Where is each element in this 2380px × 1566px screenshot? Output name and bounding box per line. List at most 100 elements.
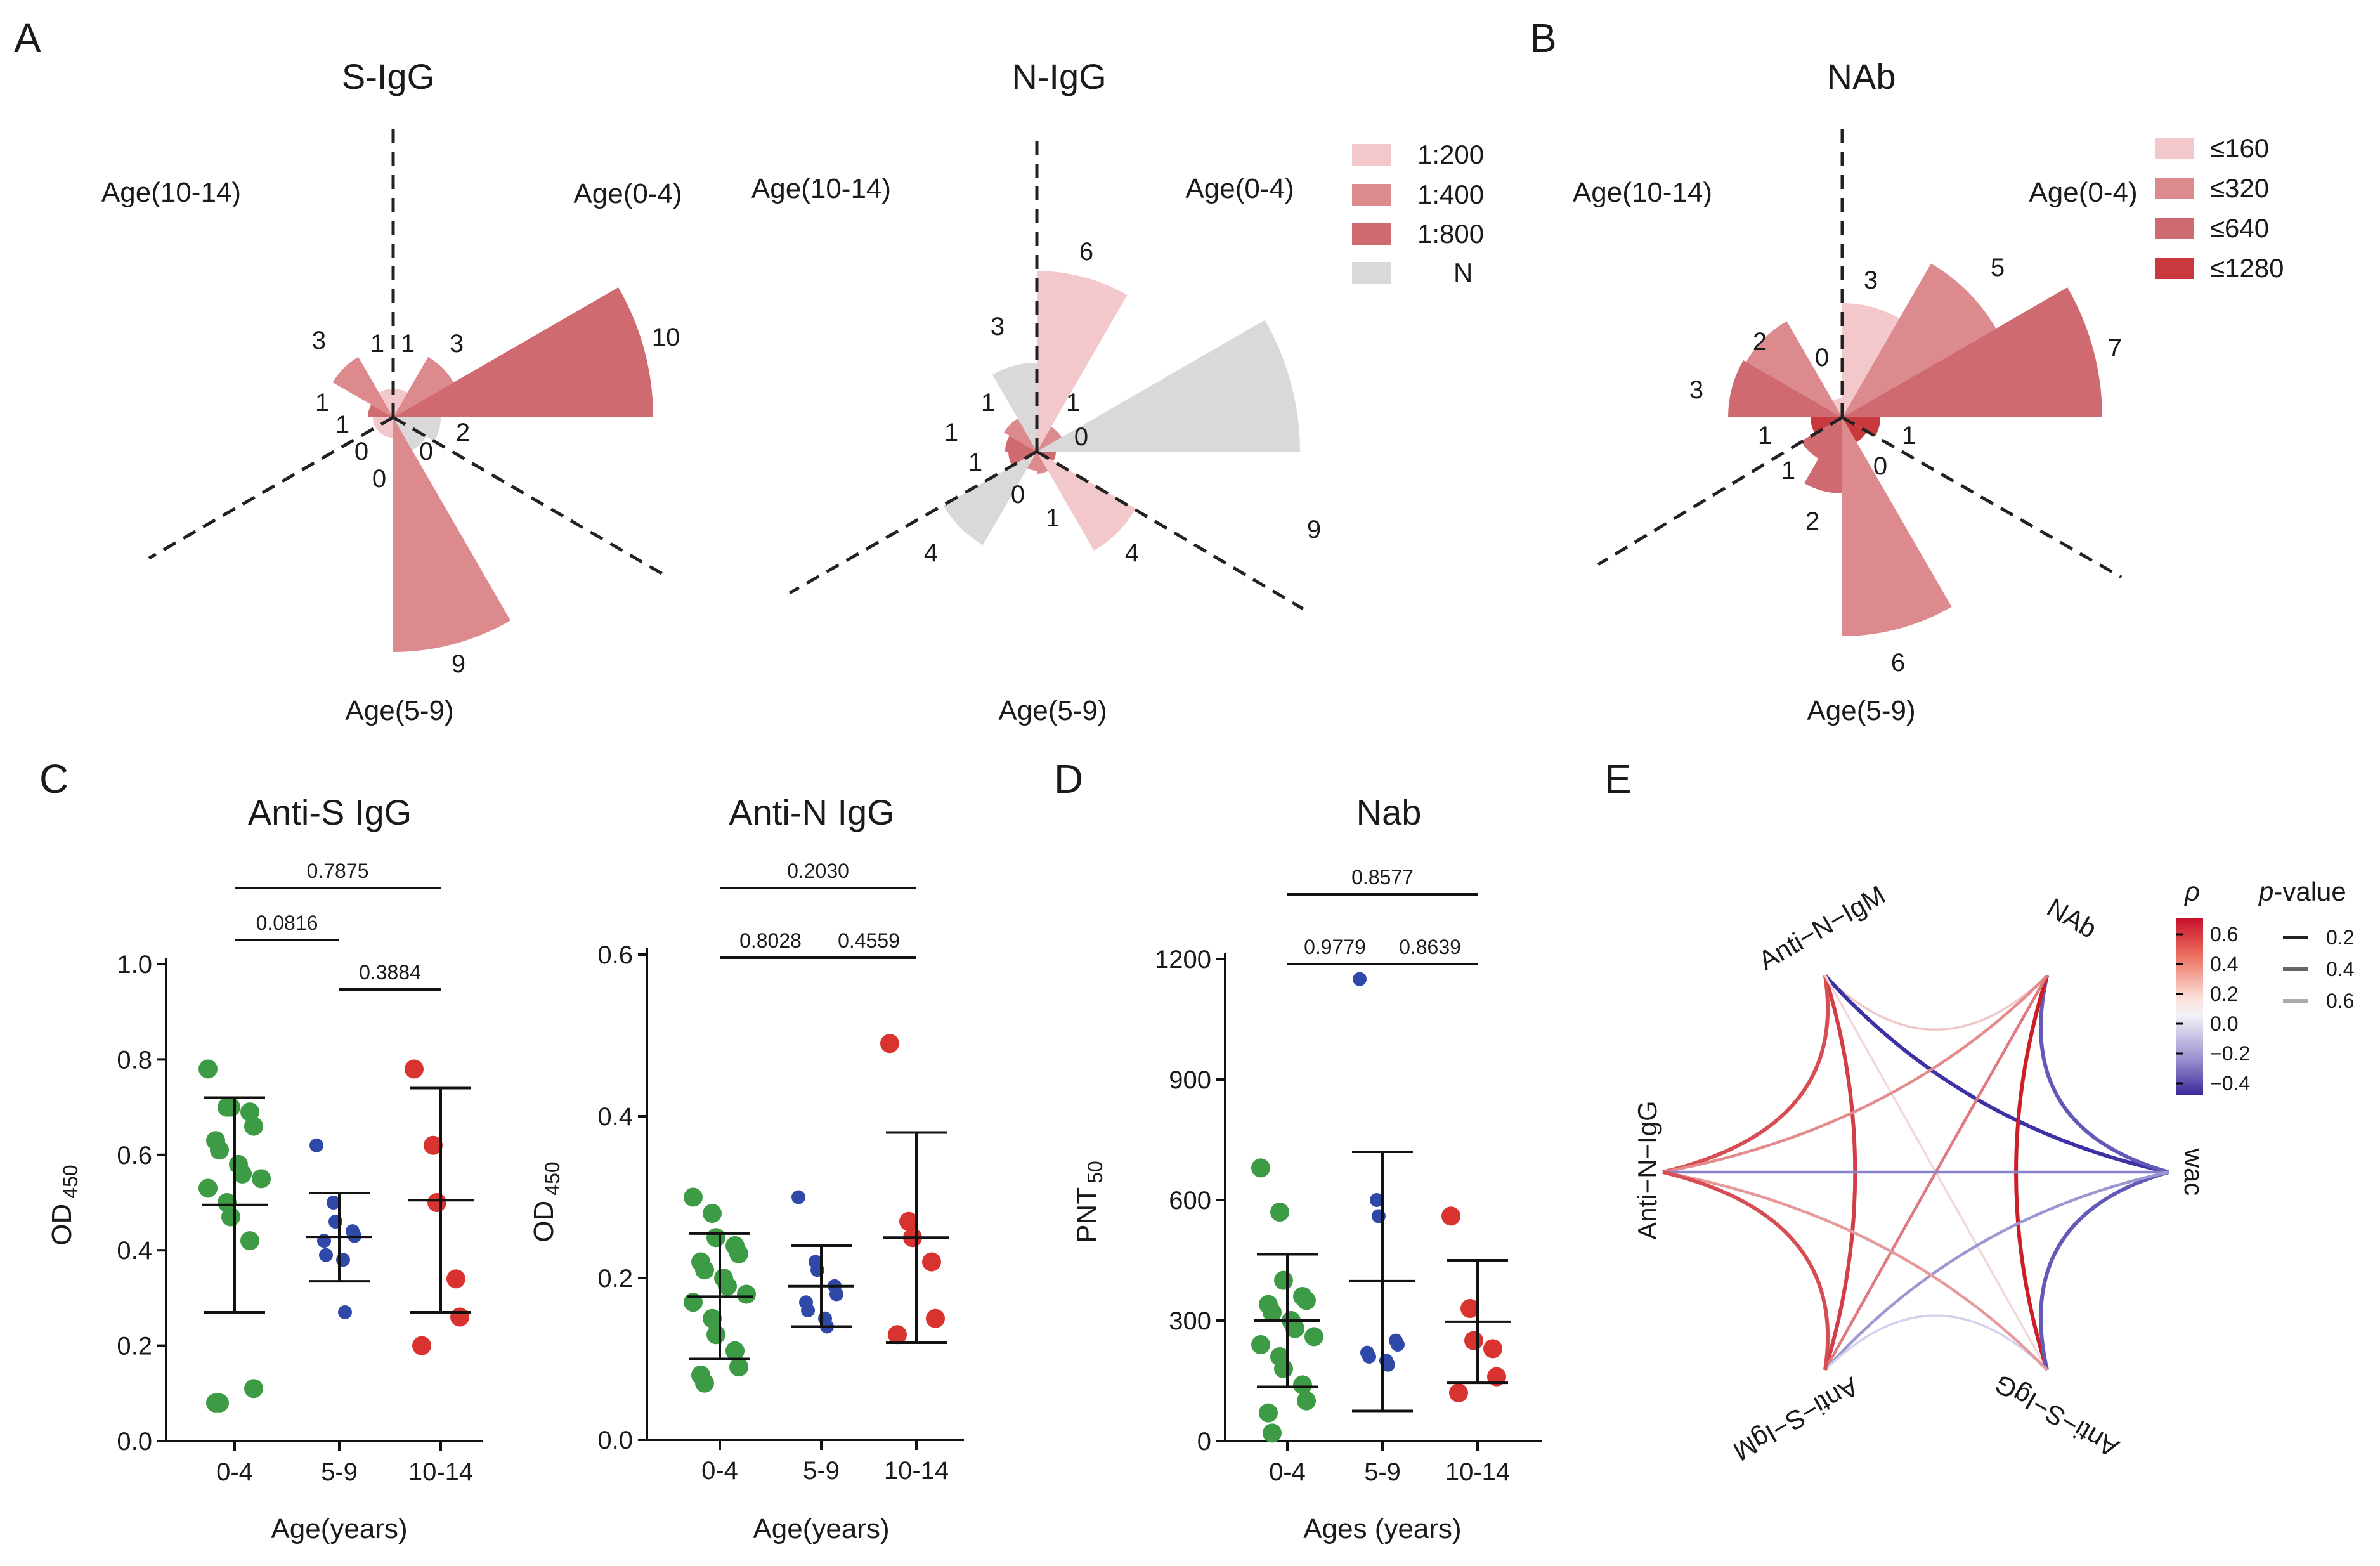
count-label: 1: [981, 389, 995, 417]
y-tick-label: 0.8: [117, 1046, 152, 1074]
count-label: 1: [1902, 422, 1916, 450]
legend-label: 1:400: [1417, 179, 1484, 209]
count-label: 3: [312, 327, 326, 355]
x-axis-title: Age(years): [271, 1513, 407, 1544]
radial-bar: [393, 389, 408, 417]
axis-line: [1036, 450, 1304, 611]
data-point: [198, 1178, 218, 1198]
colorbar-tick-label: 0.2: [2210, 982, 2238, 1005]
correlation-edge: [1662, 974, 2048, 1174]
chart-title: Nab: [1356, 792, 1422, 832]
p-value-label: 0.3884: [359, 961, 421, 984]
x-tick-label: 0-4: [1269, 1458, 1306, 1486]
data-point: [1293, 1375, 1312, 1395]
data-point: [446, 1269, 465, 1289]
count-label: 7: [2108, 334, 2122, 362]
data-point: [233, 1164, 252, 1184]
correlation-edge: [1662, 1170, 1830, 1371]
data-point: [1297, 1291, 1316, 1310]
p-value-label: 0.7875: [307, 859, 369, 882]
y-axis-title: PNT50: [1071, 1161, 1107, 1243]
correlation-edge: [1662, 1170, 2048, 1371]
radial-bar: [383, 417, 393, 438]
legend-swatch: [2155, 178, 2194, 199]
correlation-edge: [2039, 1170, 2169, 1371]
count-label: 0: [354, 438, 368, 466]
data-point: [210, 1393, 229, 1413]
radial-bar: [1833, 398, 1842, 417]
data-point: [424, 1135, 443, 1155]
count-label: 4: [1125, 539, 1139, 567]
x-tick-label: 0-4: [701, 1457, 738, 1485]
count-label: 3: [991, 313, 1005, 341]
data-point: [703, 1204, 722, 1223]
data-point: [718, 1276, 737, 1296]
radial-bar: [1842, 417, 1867, 442]
data-point: [829, 1287, 843, 1302]
data-point: [729, 1244, 748, 1263]
count-label: 1: [1046, 504, 1060, 532]
data-point: [218, 1193, 237, 1212]
count-label: 0: [1074, 423, 1088, 451]
legend-swatch: [2155, 218, 2194, 239]
correlation-edge: [1662, 975, 1830, 1174]
data-point: [791, 1190, 805, 1204]
radial-bar: [1842, 263, 1996, 417]
category-label: Age(5-9): [345, 695, 453, 726]
data-point: [1270, 1203, 1289, 1222]
data-point: [684, 1187, 703, 1207]
correlation-edge: [1824, 1170, 2169, 1371]
legend-swatch: [2155, 258, 2194, 279]
legend-swatch: [2155, 138, 2194, 159]
radial-bar: [1746, 321, 1842, 417]
colorbar-tick-label: −0.4: [2210, 1072, 2250, 1095]
data-point: [252, 1169, 271, 1189]
y-tick-label: 0.6: [117, 1142, 152, 1170]
data-point: [1251, 1158, 1270, 1178]
radial-bar: [1027, 452, 1037, 471]
rho-legend-title: ρ: [2183, 877, 2200, 906]
count-label: 1: [1781, 457, 1795, 485]
colorbar-tick-label: 0.4: [2210, 953, 2238, 975]
chart-title: N-IgG: [1011, 56, 1106, 96]
node-label-anti-n-igg: Anti−N−IgG: [1632, 1100, 1662, 1239]
data-point: [737, 1284, 756, 1304]
legend-label: 1:200: [1417, 140, 1484, 169]
axis-line: [1597, 415, 1844, 566]
category-label: Age(0-4): [1185, 173, 1294, 204]
radial-bar: [1037, 452, 1136, 551]
data-point: [1304, 1327, 1323, 1347]
scatter-chart-nab: Nab Ages (years) PNT50 0 300 600 900 1200 0-4…: [1071, 792, 1542, 1544]
category-label: Age(5-9): [998, 695, 1107, 726]
chart-title: NAb: [1827, 56, 1896, 96]
node-label-anti-s-igg: Anti−S−IgG: [1989, 1369, 2124, 1463]
radial-bar: [393, 287, 653, 417]
data-point: [338, 1305, 352, 1319]
node-label-anti-s-igm: Anti−S−IgM: [1728, 1371, 1864, 1466]
data-point: [706, 1228, 725, 1248]
count-label: 0: [372, 465, 386, 493]
p-value-label: 0.4559: [838, 929, 900, 952]
x-tick-label: 10-14: [1445, 1458, 1510, 1486]
correlation-edge: [1824, 974, 2048, 1031]
count-label: 2: [1805, 507, 1819, 535]
radial-bar: [393, 356, 454, 417]
count-label: 1: [315, 389, 329, 417]
rho-legend: ρ 0.6 0.4 0.2 0.0 −0.2: [2176, 877, 2250, 1095]
data-point: [427, 1193, 446, 1212]
legend: 1:200 1:400 1:800 N: [1352, 140, 1484, 287]
radial-chart-nab: NAb Age(0-4) Age(5-9) Age(10-14) 3 5 7 1…: [1573, 56, 2284, 726]
p-value-label: 0.4: [2326, 958, 2354, 981]
p-value-label: 0.8639: [1399, 936, 1461, 958]
data-point: [1381, 1357, 1395, 1372]
data-point: [319, 1248, 333, 1262]
data-point: [1391, 1338, 1405, 1352]
data-point: [880, 1034, 899, 1054]
data-point: [1274, 1359, 1293, 1378]
axis-line: [788, 450, 1038, 595]
radial-bar: [943, 452, 1037, 545]
axis-line: [148, 415, 394, 560]
rho-colorbar: [2176, 918, 2203, 1095]
data-point: [729, 1357, 748, 1377]
data-point: [1274, 1270, 1293, 1290]
